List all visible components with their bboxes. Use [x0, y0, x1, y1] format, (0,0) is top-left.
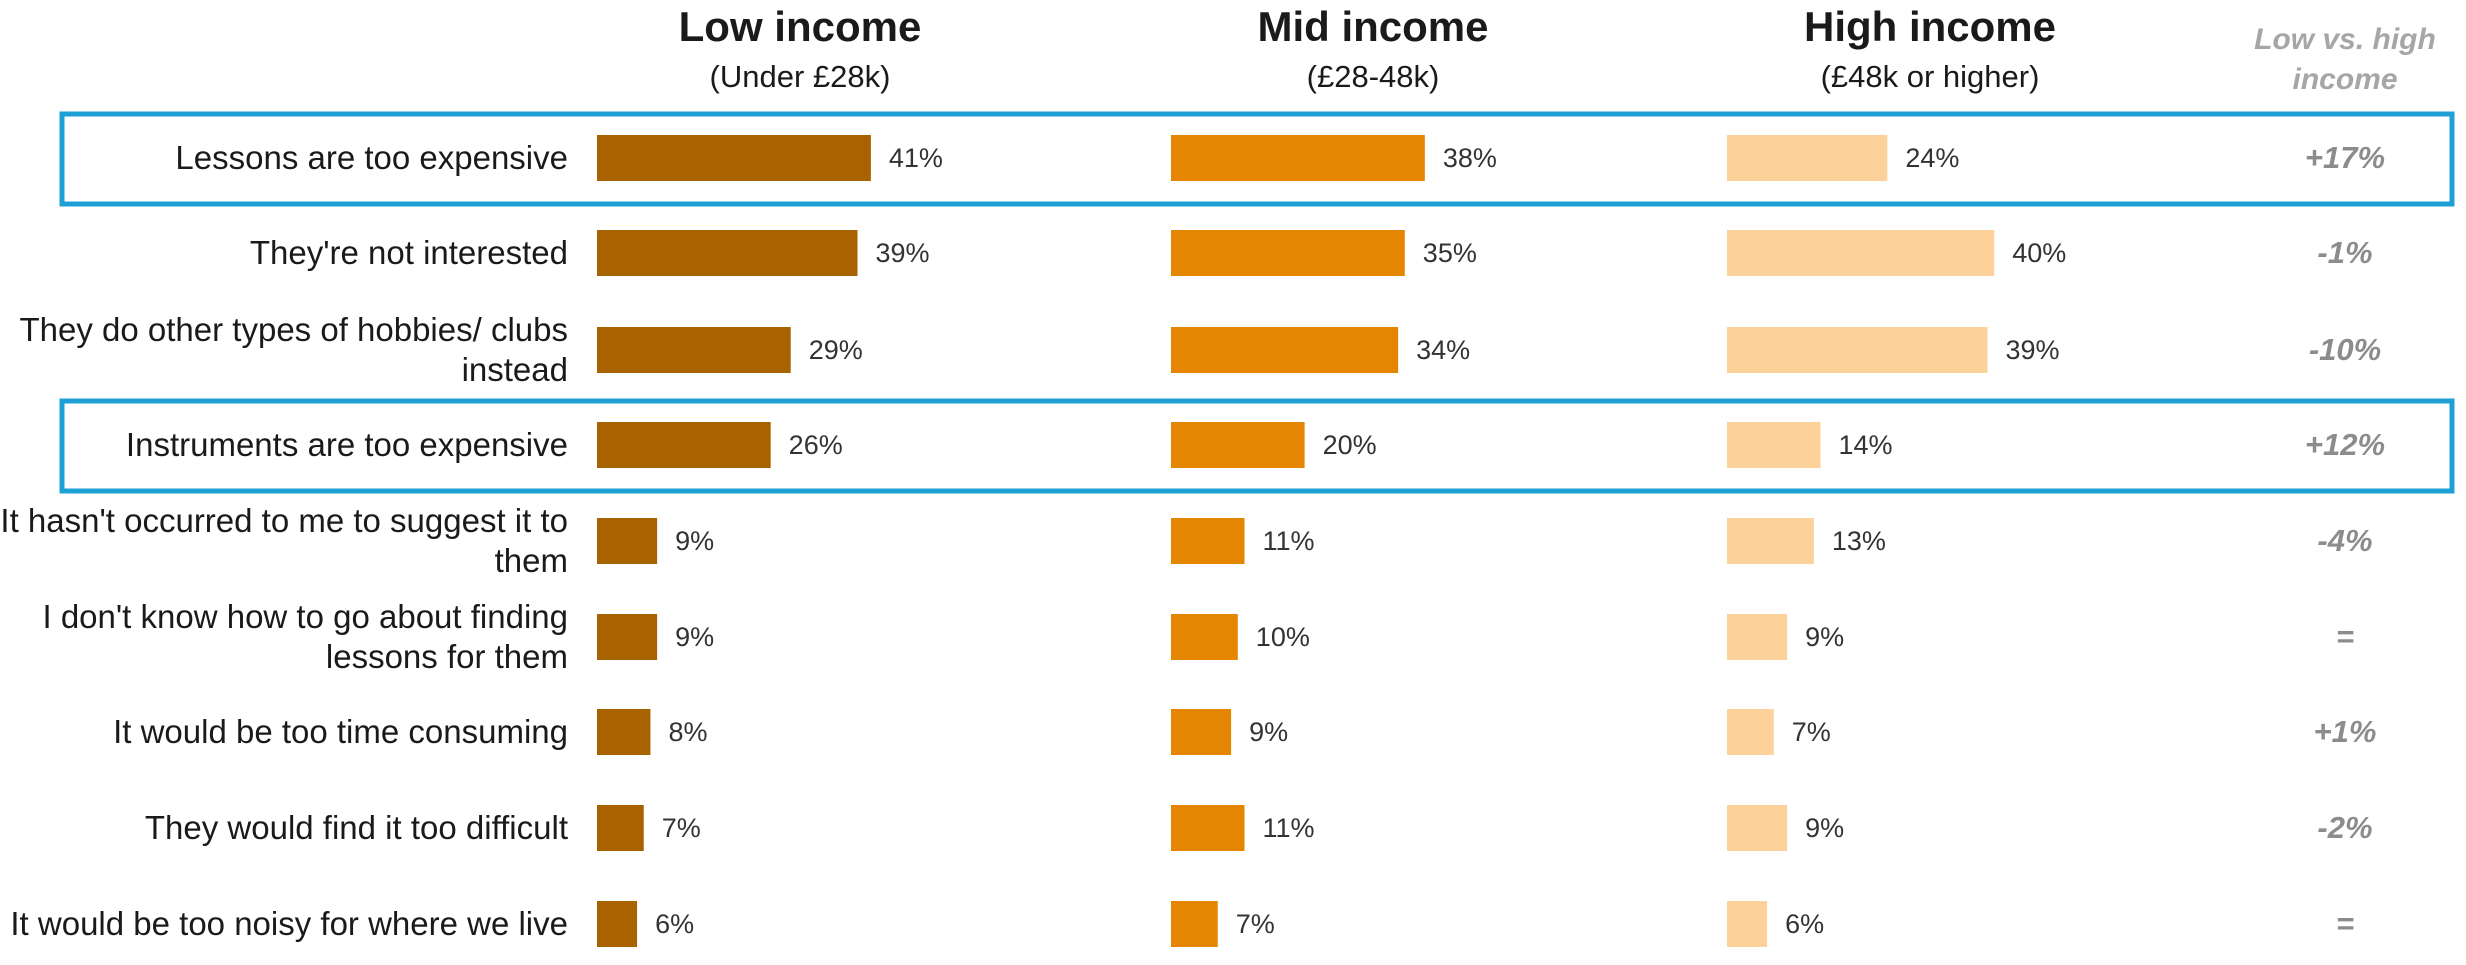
- difference-column-header: Low vs. high income: [2254, 23, 2436, 96]
- bar-high-income: [1727, 230, 1995, 276]
- category-label: They do other types of hobbies/ clubs in…: [19, 311, 569, 388]
- category-label: It hasn't occurred to me to suggest it t…: [0, 502, 568, 579]
- data-label-low-income: 8%: [668, 717, 708, 747]
- difference-value: -2%: [2317, 810, 2373, 845]
- bar-high-income: [1727, 422, 1821, 468]
- bar-mid-income: [1171, 901, 1218, 947]
- bar-high-income: [1727, 614, 1788, 660]
- bar-low-income: [597, 805, 644, 851]
- bar-low-income: [597, 518, 658, 564]
- data-label-high-income: 13%: [1831, 526, 1886, 556]
- data-label-mid-income: 9%: [1249, 717, 1289, 747]
- bar-high-income: [1727, 135, 1888, 181]
- data-label-mid-income: 7%: [1235, 909, 1275, 939]
- category-label: It would be too time consuming: [113, 713, 568, 750]
- category-label: They're not interested: [249, 234, 568, 271]
- bar-low-income: [597, 901, 638, 947]
- data-label-high-income: 39%: [2005, 335, 2060, 365]
- column-subtitle-low-income: (Under £28k): [709, 59, 891, 94]
- difference-value: -4%: [2317, 523, 2373, 558]
- category-label: They would find it too difficult: [144, 809, 568, 846]
- difference-value: +17%: [2304, 140, 2386, 175]
- data-label-low-income: 41%: [888, 143, 943, 173]
- bar-mid-income: [1171, 230, 1405, 276]
- bar-mid-income: [1171, 327, 1399, 373]
- category-label: I don't know how to go about finding les…: [42, 598, 568, 675]
- data-label-high-income: 6%: [1785, 909, 1825, 939]
- bar-high-income: [1727, 327, 1988, 373]
- data-label-low-income: 9%: [675, 526, 715, 556]
- data-label-mid-income: 35%: [1422, 238, 1477, 268]
- column-subtitle-mid-income: (£28-48k): [1306, 59, 1440, 94]
- bar-low-income: [597, 327, 791, 373]
- data-label-low-income: 9%: [675, 622, 715, 652]
- bar-mid-income: [1171, 518, 1245, 564]
- category-label: It would be too noisy for where we live: [10, 905, 568, 942]
- difference-value: +1%: [2313, 714, 2377, 749]
- highlight-box-row-0: [59, 111, 2455, 207]
- bar-mid-income: [1171, 709, 1232, 755]
- data-label-mid-income: 34%: [1416, 335, 1471, 365]
- data-label-mid-income: 20%: [1322, 430, 1377, 460]
- bar-mid-income: [1171, 614, 1238, 660]
- data-label-low-income: 39%: [875, 238, 930, 268]
- column-subtitle-high-income: (£48k or higher): [1820, 59, 2040, 94]
- bar-high-income: [1727, 805, 1788, 851]
- bar-mid-income: [1171, 422, 1305, 468]
- bar-low-income: [597, 709, 651, 755]
- data-label-low-income: 29%: [808, 335, 863, 365]
- data-label-mid-income: 11%: [1262, 526, 1315, 556]
- difference-value: -1%: [2317, 235, 2373, 270]
- difference-value: -10%: [2308, 332, 2382, 367]
- data-label-high-income: 9%: [1805, 622, 1845, 652]
- data-label-low-income: 6%: [655, 909, 695, 939]
- bar-low-income: [597, 230, 858, 276]
- category-label: Lessons are too expensive: [175, 139, 568, 176]
- bar-mid-income: [1171, 135, 1425, 181]
- data-label-low-income: 26%: [788, 430, 843, 460]
- column-title-mid-income: Mid income: [1257, 3, 1489, 50]
- bar-high-income: [1727, 901, 1768, 947]
- bar-mid-income: [1171, 805, 1245, 851]
- data-label-high-income: 14%: [1838, 430, 1893, 460]
- difference-value: =: [2335, 906, 2355, 941]
- column-title-high-income: High income: [1803, 3, 2057, 50]
- data-label-mid-income: 10%: [1255, 622, 1310, 652]
- data-label-high-income: 40%: [2012, 238, 2067, 268]
- data-label-low-income: 7%: [661, 813, 701, 843]
- bar-high-income: [1727, 518, 1814, 564]
- bar-low-income: [597, 422, 771, 468]
- highlight-box-row-3: [59, 398, 2455, 494]
- difference-value: =: [2335, 619, 2355, 654]
- data-label-high-income: 7%: [1791, 717, 1831, 747]
- bar-low-income: [597, 614, 658, 660]
- bar-low-income: [597, 135, 871, 181]
- bar-high-income: [1727, 709, 1774, 755]
- category-label: Instruments are too expensive: [125, 426, 568, 463]
- data-label-mid-income: 38%: [1442, 143, 1497, 173]
- difference-value: +12%: [2304, 427, 2386, 462]
- data-label-high-income: 24%: [1905, 143, 1960, 173]
- data-label-high-income: 9%: [1805, 813, 1845, 843]
- column-title-low-income: Low income: [678, 3, 922, 50]
- data-label-mid-income: 11%: [1262, 813, 1315, 843]
